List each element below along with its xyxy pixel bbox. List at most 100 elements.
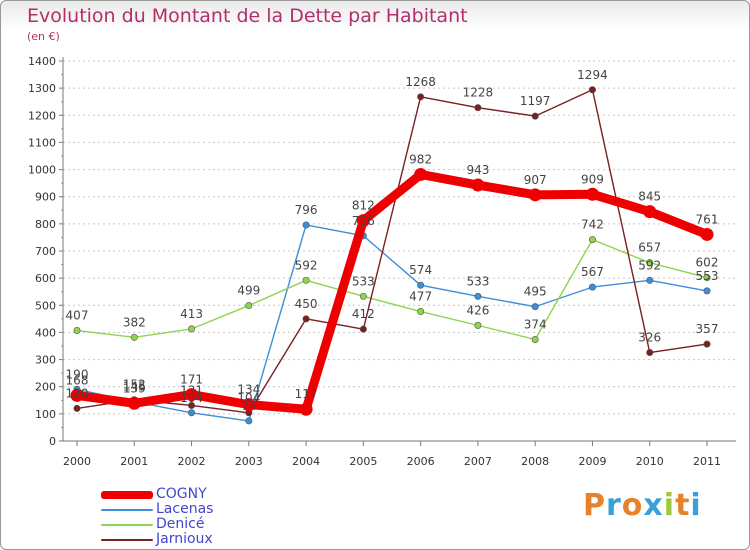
data-label-lacenas: 495 <box>524 285 547 299</box>
data-label-lacenas: 533 <box>466 274 489 288</box>
data-point-jarnioux <box>703 340 711 348</box>
data-point-denic <box>474 321 482 329</box>
legend-swatch-cogny <box>101 491 153 499</box>
data-point-denic <box>417 308 425 316</box>
data-label-jarnioux: 450 <box>295 297 318 311</box>
data-point-denic <box>302 276 310 284</box>
y-tick-label: 500 <box>35 299 56 312</box>
data-point-lacenas <box>531 303 539 311</box>
data-point-denic <box>245 302 253 310</box>
data-point-denic <box>703 274 711 282</box>
data-point-cogny <box>471 178 485 192</box>
data-label-cogny: 761 <box>696 212 719 226</box>
x-tick-label: 2001 <box>120 455 148 468</box>
y-tick-label: 1200 <box>28 109 56 122</box>
data-point-jarnioux <box>474 104 482 112</box>
data-label-jarnioux: 1268 <box>405 75 436 89</box>
data-point-jarnioux <box>588 86 596 94</box>
series-line-cogny <box>72 169 712 414</box>
data-label-lacenas: 190 <box>66 367 89 381</box>
series-line-lacenas <box>76 224 708 422</box>
y-tick-label: 400 <box>35 326 56 339</box>
x-tick-label: 2000 <box>63 455 91 468</box>
data-label-cogny: 134 <box>237 383 260 397</box>
data-label-jarnioux: 412 <box>352 307 375 321</box>
y-tick-label: 300 <box>35 354 56 367</box>
data-label-denic: 657 <box>638 241 661 255</box>
data-label-cogny: 171 <box>180 373 203 387</box>
x-tick-label: 2011 <box>693 455 721 468</box>
data-point-jarnioux <box>417 93 425 101</box>
data-label-cogny: 907 <box>524 173 547 187</box>
x-tick-label: 2007 <box>464 455 492 468</box>
x-tick-label: 2008 <box>521 455 549 468</box>
data-label-lacenas: 796 <box>295 203 318 217</box>
data-label-cogny: 168 <box>66 373 89 387</box>
x-tick-label: 2005 <box>349 455 377 468</box>
data-label-lacenas: 592 <box>638 258 661 272</box>
x-tick-label: 2010 <box>636 455 664 468</box>
chart-title: Evolution du Montant de la Dette par Hab… <box>27 5 468 27</box>
data-point-lacenas <box>703 287 711 295</box>
series-line-jarnioux <box>76 89 708 414</box>
data-label-jarnioux: 152 <box>123 378 146 392</box>
data-label-denic: 426 <box>466 303 489 317</box>
data-point-lacenas <box>245 417 253 425</box>
data-label-cogny: 909 <box>581 172 604 186</box>
data-label-lacenas: 553 <box>696 269 719 283</box>
data-point-lacenas <box>474 292 482 300</box>
data-label-denic: 382 <box>123 315 146 329</box>
data-label-jarnioux: 357 <box>696 322 719 336</box>
data-label-jarnioux: 1197 <box>520 94 551 108</box>
y-tick-label: 1300 <box>28 82 56 95</box>
y-tick-label: 900 <box>35 191 56 204</box>
data-point-denic <box>130 333 138 341</box>
y-tick-label: 1000 <box>28 164 56 177</box>
data-label-denic: 533 <box>352 274 375 288</box>
data-point-denic <box>359 292 367 300</box>
proxiti-logo: Proxiti <box>583 488 702 523</box>
data-label-denic: 374 <box>524 317 547 331</box>
data-point-denic <box>588 236 596 244</box>
x-tick-label: 2009 <box>578 455 606 468</box>
data-label-denic: 592 <box>295 258 318 272</box>
data-point-lacenas <box>588 283 596 291</box>
data-label-cogny: 845 <box>638 190 661 204</box>
data-label-lacenas: 74 <box>241 399 256 413</box>
legend-swatch-denice <box>101 524 153 526</box>
data-label-lacenas: 104 <box>180 391 203 405</box>
x-tick-label: 2003 <box>235 455 263 468</box>
data-label-denic: 413 <box>180 307 203 321</box>
y-tick-label: 100 <box>35 408 56 421</box>
unit-label: (en €) <box>27 30 60 43</box>
data-point-cogny <box>299 402 313 416</box>
data-point-cogny <box>356 214 370 228</box>
data-label-denic: 602 <box>696 256 719 270</box>
legend-swatch-jarnioux <box>101 539 153 541</box>
data-point-jarnioux <box>531 112 539 120</box>
data-point-cogny <box>643 205 657 219</box>
y-tick-label: 1400 <box>28 55 56 68</box>
data-point-cogny <box>185 388 199 402</box>
data-label-lacenas: 574 <box>409 263 432 277</box>
data-point-denic <box>188 325 196 333</box>
data-point-denic <box>73 327 81 335</box>
data-label-denic: 407 <box>66 309 89 323</box>
data-point-cogny <box>528 188 542 202</box>
legend-label-denice: Denicé <box>156 516 205 532</box>
data-label-cogny: 812 <box>352 199 375 213</box>
data-point-jarnioux <box>646 349 654 357</box>
data-point-lacenas <box>302 221 310 229</box>
y-tick-label: 0 <box>49 435 56 448</box>
data-point-lacenas <box>646 276 654 284</box>
y-tick-label: 200 <box>35 381 56 394</box>
y-tick-label: 600 <box>35 272 56 285</box>
y-tick-label: 1100 <box>28 136 56 149</box>
data-label-cogny: 139 <box>123 381 146 395</box>
data-label-denic: 742 <box>581 218 604 232</box>
data-label-jarnioux: 326 <box>638 331 661 345</box>
data-label-jarnioux: 104 <box>237 391 260 405</box>
data-point-jarnioux <box>302 315 310 323</box>
